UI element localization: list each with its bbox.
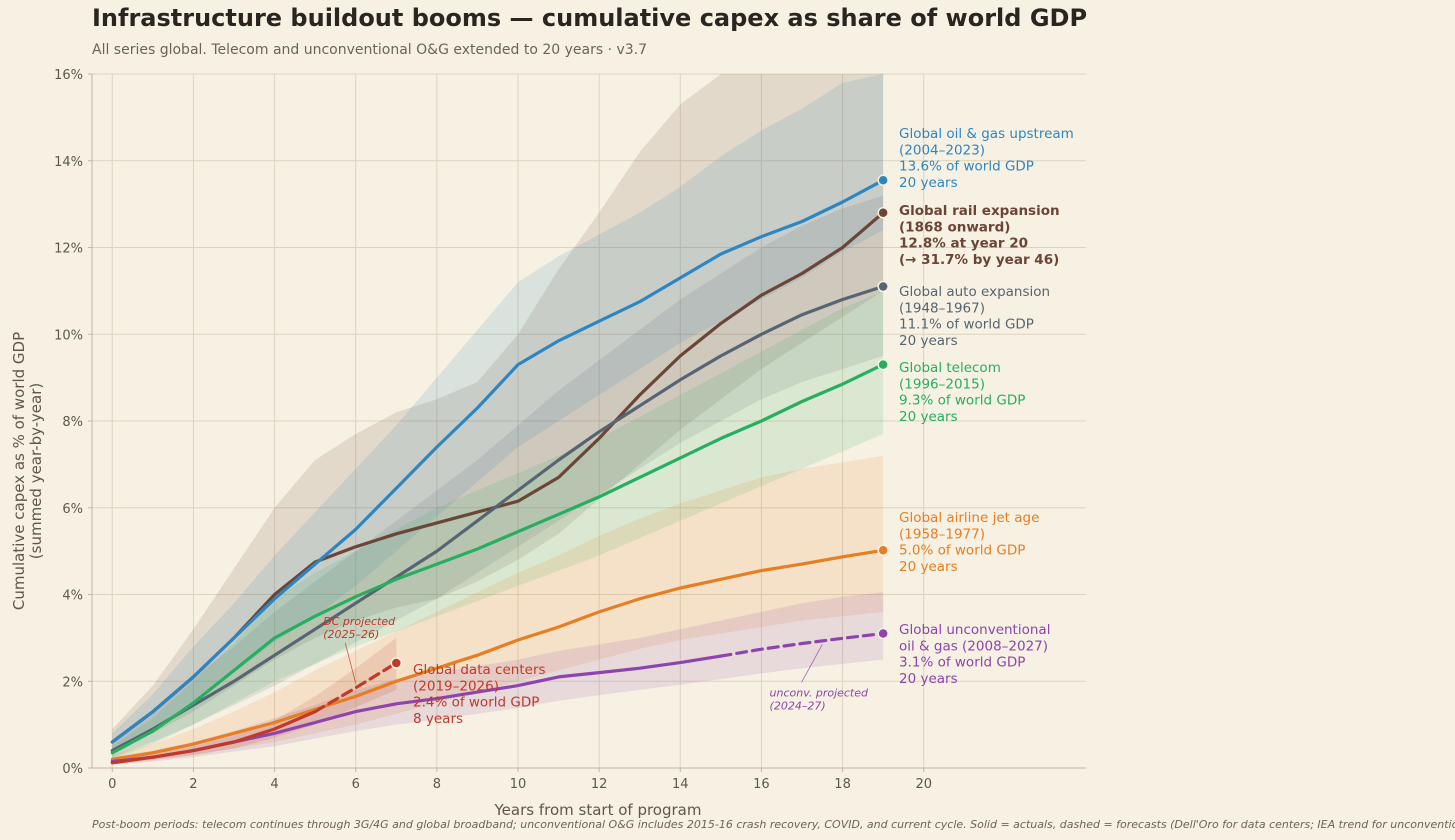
series-label-line: oil & gas (2008–2027) (899, 638, 1048, 654)
series-label-line: Global rail expansion (899, 203, 1060, 219)
x-tick-label: 4 (270, 777, 278, 792)
series-label-line: Global airline jet age (899, 510, 1039, 526)
y-tick-label: 8% (62, 415, 83, 430)
series-label-line: 20 years (899, 175, 958, 191)
series-line (110, 178, 885, 744)
series-label-line: 8 years (413, 711, 463, 727)
x-tick-label: 8 (433, 777, 441, 792)
y-axis-title-line: (summed year-by-year) (27, 383, 45, 559)
series-label-line: 11.1% of world GDP (899, 317, 1034, 333)
y-tick-label: 0% (62, 762, 83, 777)
x-tick-label: 16 (753, 777, 770, 792)
confidence-band (112, 290, 884, 760)
chart-subtitle: All series global. Telecom and unconvent… (92, 42, 648, 58)
series-end-point (877, 544, 889, 557)
series-line (110, 284, 885, 753)
series-label: Global telecom (1996–2015) 9.3% of world G… (899, 360, 1025, 425)
x-tick-label: 10 (510, 777, 527, 792)
footnote: Post-boom periods: telecom continues thr… (92, 818, 1455, 831)
y-tick-label: 14% (54, 155, 83, 170)
series-label-line: Global oil & gas upstream (899, 126, 1074, 142)
series-label-line: 3.1% of world GDP (899, 655, 1025, 671)
series-label-line: Global auto expansion (899, 284, 1050, 300)
series-end-point (877, 207, 889, 219)
series-label-line: Global data centers (413, 662, 546, 678)
confidence-band (112, 455, 884, 764)
annotation-text: DC projected (2025–26) (323, 615, 396, 641)
series-label-line: 20 years (899, 559, 958, 575)
series-labels: Global rail expansion (1868 onward) 12.8% … (413, 126, 1074, 727)
y-axis-title: Cumulative capex as % of world GDP(summe… (10, 332, 45, 610)
series-label-line: (1948–1967) (899, 300, 985, 316)
series-label-line: 12.8% at year 20 (899, 236, 1028, 252)
y-tick-label: 12% (54, 242, 83, 257)
series-line-forecast (719, 631, 885, 658)
series-label-line: (→ 31.7% by year 46) (899, 252, 1059, 268)
confidence-bands (112, 74, 884, 765)
series-lines (110, 174, 889, 765)
series-label-line: 20 years (899, 409, 958, 425)
series-end-point (877, 174, 889, 187)
series-label: Global unconventional oil & gas (2008–202… (899, 622, 1050, 687)
series-end-point (390, 657, 403, 669)
x-tick-label: 0 (108, 777, 116, 792)
annotation-line: (2024–27) (770, 699, 826, 712)
x-tick-label: 20 (915, 777, 932, 792)
y-tick-label: 10% (54, 328, 83, 343)
confidence-band (112, 74, 884, 751)
y-tick-label: 16% (54, 68, 83, 83)
chart-title: Infrastructure buildout booms — cumulati… (92, 4, 1088, 32)
series-label-line: (2019–2026) (413, 678, 499, 694)
series-label-line: Global unconventional (899, 622, 1050, 638)
x-tick-label: 2 (189, 777, 197, 792)
series-end-point (877, 280, 889, 293)
series-label-line: (1868 onward) (899, 219, 1010, 235)
series-label-line: 5.0% of world GDP (899, 543, 1025, 559)
series-label: Global airline jet age (1958–1977) 5.0% of… (899, 510, 1039, 575)
y-tick-label: 4% (62, 589, 83, 604)
series-label-line: (1958–1977) (899, 526, 985, 542)
series-label: Global oil & gas upstream (2004–2023) 13.6… (899, 126, 1074, 191)
y-tick-label: 6% (62, 502, 83, 517)
series-label: Global data centers (2019–2026) 2.4% of wo… (413, 662, 546, 727)
series-end-point (877, 627, 889, 640)
annotation-line: DC projected (323, 615, 396, 628)
series-label-line: 9.3% of world GDP (899, 393, 1025, 409)
x-tick-label: 14 (672, 777, 689, 792)
series-label: Global rail expansion (1868 onward) 12.8% … (899, 203, 1060, 268)
series-label-line: Global telecom (899, 360, 1001, 376)
series-line (110, 363, 885, 755)
confidence-band (112, 74, 884, 751)
chart-plot: 0 2 4 6 8 10 12 14 16 18 20 0% 2% 4% 6% 8% 10% 12% 14% 16% Y… (10, 68, 1086, 819)
annotation-arrow (801, 644, 823, 683)
y-tick-label: 2% (62, 675, 83, 690)
series-label: Global auto expansion (1948–1967) 11.1% of… (899, 284, 1050, 349)
annotation-line: unconv. projected (770, 686, 869, 699)
series-label-line: 20 years (899, 671, 958, 687)
annotation-arrow (344, 642, 357, 684)
series-label-line: (1996–2015) (899, 376, 985, 392)
grid-lines (92, 73, 1086, 769)
axes: 0 2 4 6 8 10 12 14 16 18 20 0% 2% 4% 6% 8% 10% 12% 14% 16% Y… (10, 68, 1086, 819)
annotation-line: (2025–26) (323, 628, 379, 641)
confidence-band (112, 592, 884, 765)
series-end-point (877, 358, 889, 371)
annotation-text: unconv. projected (2024–27) (770, 686, 869, 712)
x-tick-label: 6 (352, 777, 360, 792)
series-line (110, 709, 317, 765)
series-line-forecast (313, 661, 398, 714)
series-label-line: 20 years (899, 333, 958, 349)
x-tick-label: 12 (591, 777, 608, 792)
series-label-line: 2.4% of world GDP (413, 695, 539, 711)
series-label-line: (2004–2023) (899, 142, 985, 158)
y-axis-title-line: Cumulative capex as % of world GDP (10, 332, 28, 610)
x-axis-title: Years from start of program (494, 801, 702, 819)
series-label-line: 13.6% of world GDP (899, 159, 1034, 175)
confidence-band (112, 195, 884, 758)
annotations: DC projected (2025–26)unconv. projected (2… (323, 615, 869, 713)
series-line (110, 548, 885, 761)
x-tick-label: 18 (834, 777, 851, 792)
